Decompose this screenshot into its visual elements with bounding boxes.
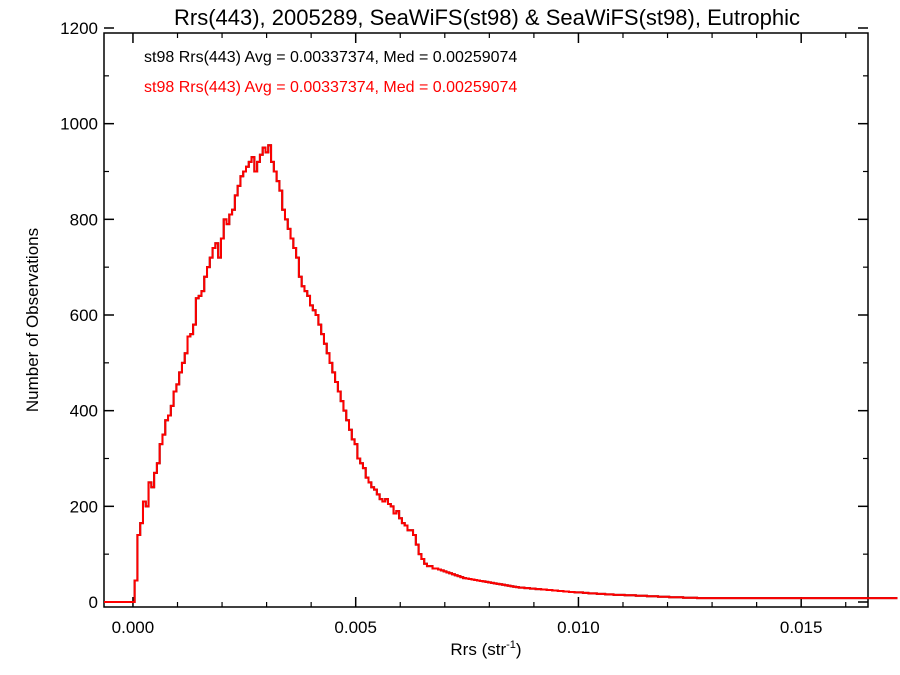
x-tick-label: 0.000 <box>112 618 155 637</box>
y-tick-label: 600 <box>70 306 98 325</box>
chart-title: Rrs(443), 2005289, SeaWiFS(st98) & SeaWi… <box>174 5 800 30</box>
y-tick-label: 400 <box>70 402 98 421</box>
x-axis-label: Rrs (str-1) <box>450 639 521 659</box>
y-tick-label: 0 <box>89 593 98 612</box>
y-tick-label: 1000 <box>60 115 98 134</box>
y-axis-label: Number of Observations <box>23 228 42 412</box>
x-axis-ticks: 0.000 0.005 0.010 0.015 <box>112 33 847 637</box>
y-tick-label: 200 <box>70 497 98 516</box>
stats-annotation-black: st98 Rrs(443) Avg = 0.00337374, Med = 0.… <box>144 49 517 66</box>
x-tick-label: 0.005 <box>334 618 377 637</box>
histogram-series <box>104 144 898 603</box>
plot-frame <box>103 32 869 608</box>
histogram-series-line-1 <box>104 144 898 603</box>
histogram-series-line-0 <box>104 144 898 603</box>
x-tick-label: 0.010 <box>557 618 600 637</box>
x-tick-label: 0.015 <box>780 618 823 637</box>
y-tick-label: 800 <box>70 210 98 229</box>
stats-annotation-red: st98 Rrs(443) Avg = 0.00337374, Med = 0.… <box>144 79 517 96</box>
y-tick-label: 1200 <box>60 19 98 38</box>
y-axis-ticks: 0 200 400 600 800 1000 1200 <box>60 19 868 612</box>
